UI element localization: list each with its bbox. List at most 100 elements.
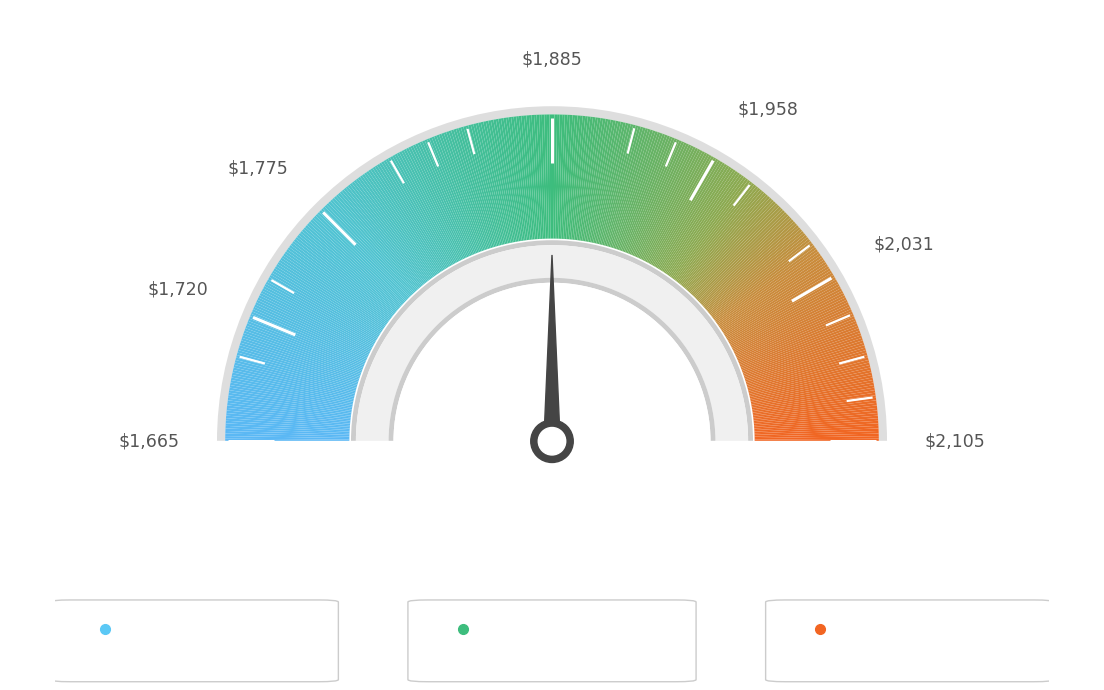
Wedge shape <box>452 130 491 248</box>
Wedge shape <box>235 357 357 391</box>
FancyBboxPatch shape <box>766 600 1053 682</box>
Wedge shape <box>739 314 854 364</box>
Wedge shape <box>250 314 365 364</box>
Wedge shape <box>732 290 843 349</box>
Wedge shape <box>274 268 380 335</box>
Wedge shape <box>741 324 858 370</box>
Wedge shape <box>754 426 879 433</box>
Wedge shape <box>254 304 368 358</box>
Wedge shape <box>744 335 862 377</box>
Wedge shape <box>413 144 467 258</box>
Wedge shape <box>612 129 650 248</box>
Wedge shape <box>226 408 350 422</box>
Wedge shape <box>641 148 698 260</box>
Wedge shape <box>247 321 363 368</box>
Wedge shape <box>733 293 845 351</box>
Wedge shape <box>336 195 420 289</box>
Wedge shape <box>709 235 807 315</box>
Wedge shape <box>383 160 449 268</box>
Wedge shape <box>751 380 873 405</box>
Wedge shape <box>381 161 447 268</box>
Wedge shape <box>560 115 567 239</box>
Wedge shape <box>257 297 370 353</box>
Wedge shape <box>546 115 551 239</box>
Wedge shape <box>742 326 859 371</box>
Text: $1,665: $1,665 <box>118 432 179 451</box>
Wedge shape <box>627 137 675 253</box>
Wedge shape <box>754 423 879 432</box>
Wedge shape <box>744 338 863 379</box>
Wedge shape <box>527 115 538 239</box>
Wedge shape <box>362 174 435 277</box>
Wedge shape <box>394 154 456 264</box>
Wedge shape <box>544 115 549 239</box>
Wedge shape <box>493 119 517 242</box>
Wedge shape <box>747 357 869 391</box>
Wedge shape <box>752 382 874 406</box>
Wedge shape <box>691 203 777 295</box>
Wedge shape <box>647 152 708 263</box>
Wedge shape <box>730 284 840 345</box>
Wedge shape <box>750 370 871 399</box>
Wedge shape <box>552 115 554 239</box>
Wedge shape <box>232 373 354 400</box>
Wedge shape <box>484 121 511 243</box>
Wedge shape <box>754 411 878 424</box>
FancyBboxPatch shape <box>408 600 697 682</box>
Wedge shape <box>460 127 497 246</box>
Wedge shape <box>726 275 835 339</box>
Wedge shape <box>673 180 751 280</box>
Wedge shape <box>338 193 421 288</box>
Wedge shape <box>755 439 879 441</box>
Wedge shape <box>434 135 480 253</box>
Wedge shape <box>358 177 433 278</box>
Wedge shape <box>264 284 374 345</box>
Wedge shape <box>745 340 863 380</box>
Wedge shape <box>675 181 752 281</box>
Wedge shape <box>746 350 867 386</box>
Wedge shape <box>747 355 868 389</box>
Wedge shape <box>659 164 728 270</box>
Wedge shape <box>513 117 530 240</box>
Wedge shape <box>259 293 371 351</box>
Wedge shape <box>679 186 758 284</box>
Wedge shape <box>745 343 864 382</box>
Wedge shape <box>225 428 350 435</box>
Wedge shape <box>225 431 350 437</box>
Wedge shape <box>701 219 794 305</box>
Wedge shape <box>355 245 749 441</box>
Wedge shape <box>751 377 873 403</box>
Wedge shape <box>317 212 407 300</box>
Wedge shape <box>501 118 522 241</box>
Wedge shape <box>277 262 383 331</box>
Wedge shape <box>231 377 353 403</box>
Wedge shape <box>649 155 712 264</box>
Wedge shape <box>406 148 463 260</box>
Wedge shape <box>534 115 542 239</box>
Wedge shape <box>643 149 700 261</box>
Wedge shape <box>232 375 353 402</box>
Wedge shape <box>379 163 446 269</box>
Wedge shape <box>719 255 822 327</box>
Wedge shape <box>692 205 779 296</box>
Wedge shape <box>588 119 613 242</box>
Wedge shape <box>256 299 370 355</box>
Wedge shape <box>573 116 587 240</box>
Wedge shape <box>669 174 742 277</box>
Wedge shape <box>731 286 841 346</box>
Wedge shape <box>446 131 488 250</box>
Wedge shape <box>262 288 373 348</box>
Wedge shape <box>241 340 359 380</box>
Wedge shape <box>750 373 872 400</box>
Wedge shape <box>736 307 851 359</box>
Wedge shape <box>704 225 799 308</box>
Wedge shape <box>755 436 879 440</box>
Wedge shape <box>728 277 836 341</box>
Text: $1,775: $1,775 <box>227 160 288 178</box>
Wedge shape <box>226 415 350 427</box>
Wedge shape <box>301 229 397 311</box>
Wedge shape <box>328 201 414 293</box>
Wedge shape <box>633 141 684 256</box>
Wedge shape <box>225 426 350 433</box>
Wedge shape <box>293 241 392 318</box>
